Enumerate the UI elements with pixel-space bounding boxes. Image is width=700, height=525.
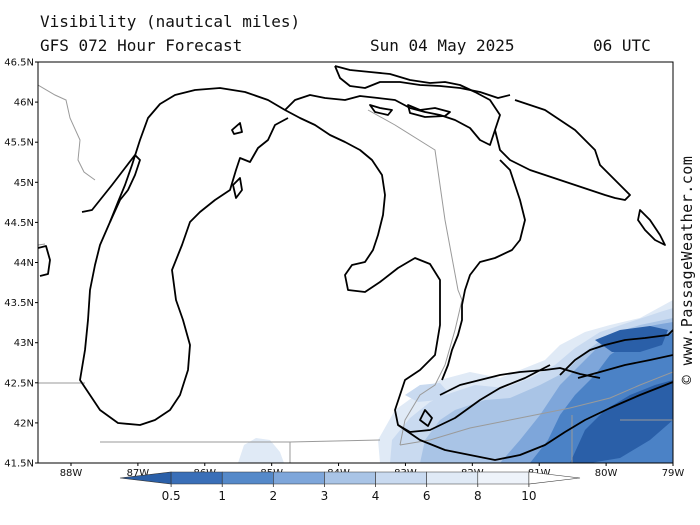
lat-tick-label: 43N xyxy=(14,338,34,349)
state-borders xyxy=(38,84,673,463)
lake-ontario-shore xyxy=(559,329,673,376)
lake-superior-shore xyxy=(334,65,511,99)
colorbar-label: 0.5 xyxy=(162,489,181,503)
visibility-patch-sw xyxy=(238,438,284,463)
colorbar-label: 3 xyxy=(321,489,329,503)
wi-border xyxy=(38,243,46,246)
map-title: Visibility (nautical miles) xyxy=(40,12,301,31)
lake-erie-border xyxy=(399,371,673,446)
lat-tick-label: 45N xyxy=(14,178,34,189)
erie-north-shore xyxy=(439,367,601,396)
drummond-island xyxy=(369,104,393,116)
colorbar-segment xyxy=(375,471,427,485)
lon-tick-label: 79W xyxy=(662,468,685,479)
colorbar-label: 4 xyxy=(372,489,380,503)
erie-south-shore xyxy=(397,381,673,461)
visibility-patch-huron xyxy=(405,383,448,402)
lake-st-clair xyxy=(419,409,433,427)
wi-mi-border xyxy=(38,84,96,181)
upper-peninsula-shore xyxy=(284,65,501,146)
beaver-island xyxy=(232,177,243,199)
huron-east-shore xyxy=(441,159,526,381)
lat-tick-label: 41.5N xyxy=(4,459,34,470)
colorbar-label: 6 xyxy=(423,489,431,503)
colorbar-segment xyxy=(528,471,581,485)
georgian-bay-shore xyxy=(494,99,631,201)
lat-tick-label: 42.5N xyxy=(4,378,34,389)
colorbar-segment xyxy=(170,471,223,485)
colorbar-segment xyxy=(477,471,530,485)
colorbar-label: 10 xyxy=(521,489,536,503)
lat-tick-label: 42N xyxy=(14,418,34,429)
visibility-colorbar: 0.5 1 2 3 4 6 8 10 xyxy=(119,471,581,503)
lat-tick-label: 45.5N xyxy=(4,138,34,149)
green-bay-shore xyxy=(81,154,141,223)
lat-tick-label: 46.5N xyxy=(4,58,34,69)
lake-ontario-south xyxy=(577,354,673,379)
forecast-subtitle: GFS 072 Hour Forecast xyxy=(40,36,243,55)
lon-tick-label: 88W xyxy=(60,468,83,479)
colorbar-segment xyxy=(221,471,274,485)
manitoulin-island xyxy=(407,104,451,118)
valid-date: Sun 04 May 2025 xyxy=(370,36,515,55)
lon-tick-label: 80W xyxy=(595,468,618,479)
lat-tick-label: 44N xyxy=(14,258,34,269)
colorbar-label: 1 xyxy=(218,489,226,503)
colorbar-segment xyxy=(426,471,479,485)
colorbar-label: 2 xyxy=(270,489,278,503)
map-plot xyxy=(38,62,673,463)
lat-tick-label: 44.5N xyxy=(4,218,34,229)
coastlines xyxy=(38,65,673,461)
west-shore-wi xyxy=(38,245,51,277)
visibility-zone-05-south xyxy=(570,380,673,463)
isle-royale xyxy=(231,122,243,135)
valid-time: 06 UTC xyxy=(593,36,651,55)
lon-tick-label: 87W xyxy=(127,468,150,479)
colorbar-label: 8 xyxy=(474,489,482,503)
simcoe-nipissing xyxy=(637,209,666,246)
colorbar-segment xyxy=(273,471,325,485)
latitude-axis: 46.5N 46N 45.5N 45N 44.5N 44N 43.5N 43N 42.5N 42N… xyxy=(4,58,38,470)
lake-michigan-shore xyxy=(79,87,551,433)
us-canada-border-huron xyxy=(367,109,463,446)
colorbar-segment xyxy=(324,471,376,485)
lat-tick-label: 43.5N xyxy=(4,298,34,309)
lat-tick-label: 46N xyxy=(14,98,34,109)
